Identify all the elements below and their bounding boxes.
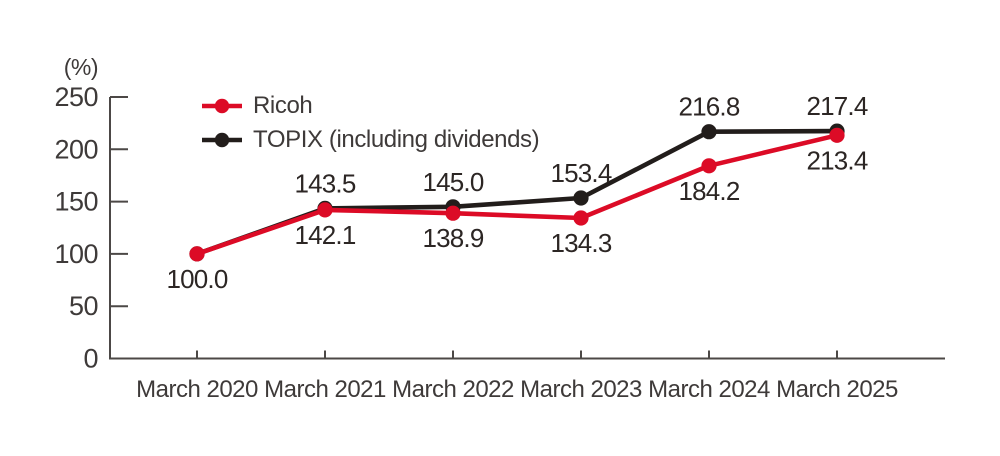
- y-tick-label: 100: [54, 239, 98, 269]
- y-tick-label: 50: [69, 291, 98, 321]
- y-axis-unit-label: (%): [64, 54, 98, 80]
- x-tick-label: March 2025: [776, 376, 898, 403]
- ricoh-point: [829, 127, 845, 143]
- ricoh-point-label: 138.9: [422, 223, 483, 253]
- y-tick-label: 0: [83, 344, 98, 374]
- legend-label-ricoh: Ricoh: [253, 92, 313, 119]
- legend-item-ricoh: Ricoh: [201, 92, 539, 120]
- topix-legend-marker-icon: [202, 132, 242, 148]
- ricoh-point: [573, 210, 589, 226]
- topix-point: [573, 190, 589, 206]
- y-tick-label: 200: [54, 134, 98, 164]
- topix-point-label: 217.4: [806, 91, 867, 121]
- ricoh-point-label: 134.3: [550, 228, 611, 258]
- y-tick-label: 150: [54, 187, 98, 217]
- ricoh-point-label: 142.1: [294, 220, 355, 250]
- topix-point-label: 143.5: [294, 168, 355, 198]
- x-tick-label: March 2020: [136, 376, 258, 403]
- topix-point-label: 216.8: [678, 92, 739, 122]
- ricoh-point-label: 100.0: [166, 264, 227, 294]
- ricoh-point-label: 213.4: [806, 145, 867, 175]
- ricoh-point: [317, 202, 333, 218]
- ricoh-legend-marker-icon: [202, 98, 242, 114]
- ricoh-point-label: 184.2: [678, 176, 739, 206]
- x-tick-label: March 2021: [264, 376, 386, 403]
- ricoh-point: [189, 246, 205, 262]
- legend: Ricoh TOPIX (including dividends): [201, 92, 540, 154]
- legend-label-topix: TOPIX (including dividends): [253, 126, 540, 153]
- legend-item-topix: TOPIX (including dividends): [201, 126, 540, 154]
- ricoh-line: [194, 133, 840, 257]
- x-tick-label: March 2024: [648, 376, 770, 403]
- ricoh-point: [445, 205, 461, 221]
- topix-point: [701, 124, 717, 140]
- x-tick-label: March 2023: [520, 376, 642, 403]
- ricoh-point: [701, 158, 717, 174]
- topix-point-label: 153.4: [550, 158, 611, 188]
- x-tick-label: March 2022: [392, 376, 514, 403]
- topix-point-label: 145.0: [422, 167, 483, 197]
- y-tick-label: 250: [54, 82, 98, 112]
